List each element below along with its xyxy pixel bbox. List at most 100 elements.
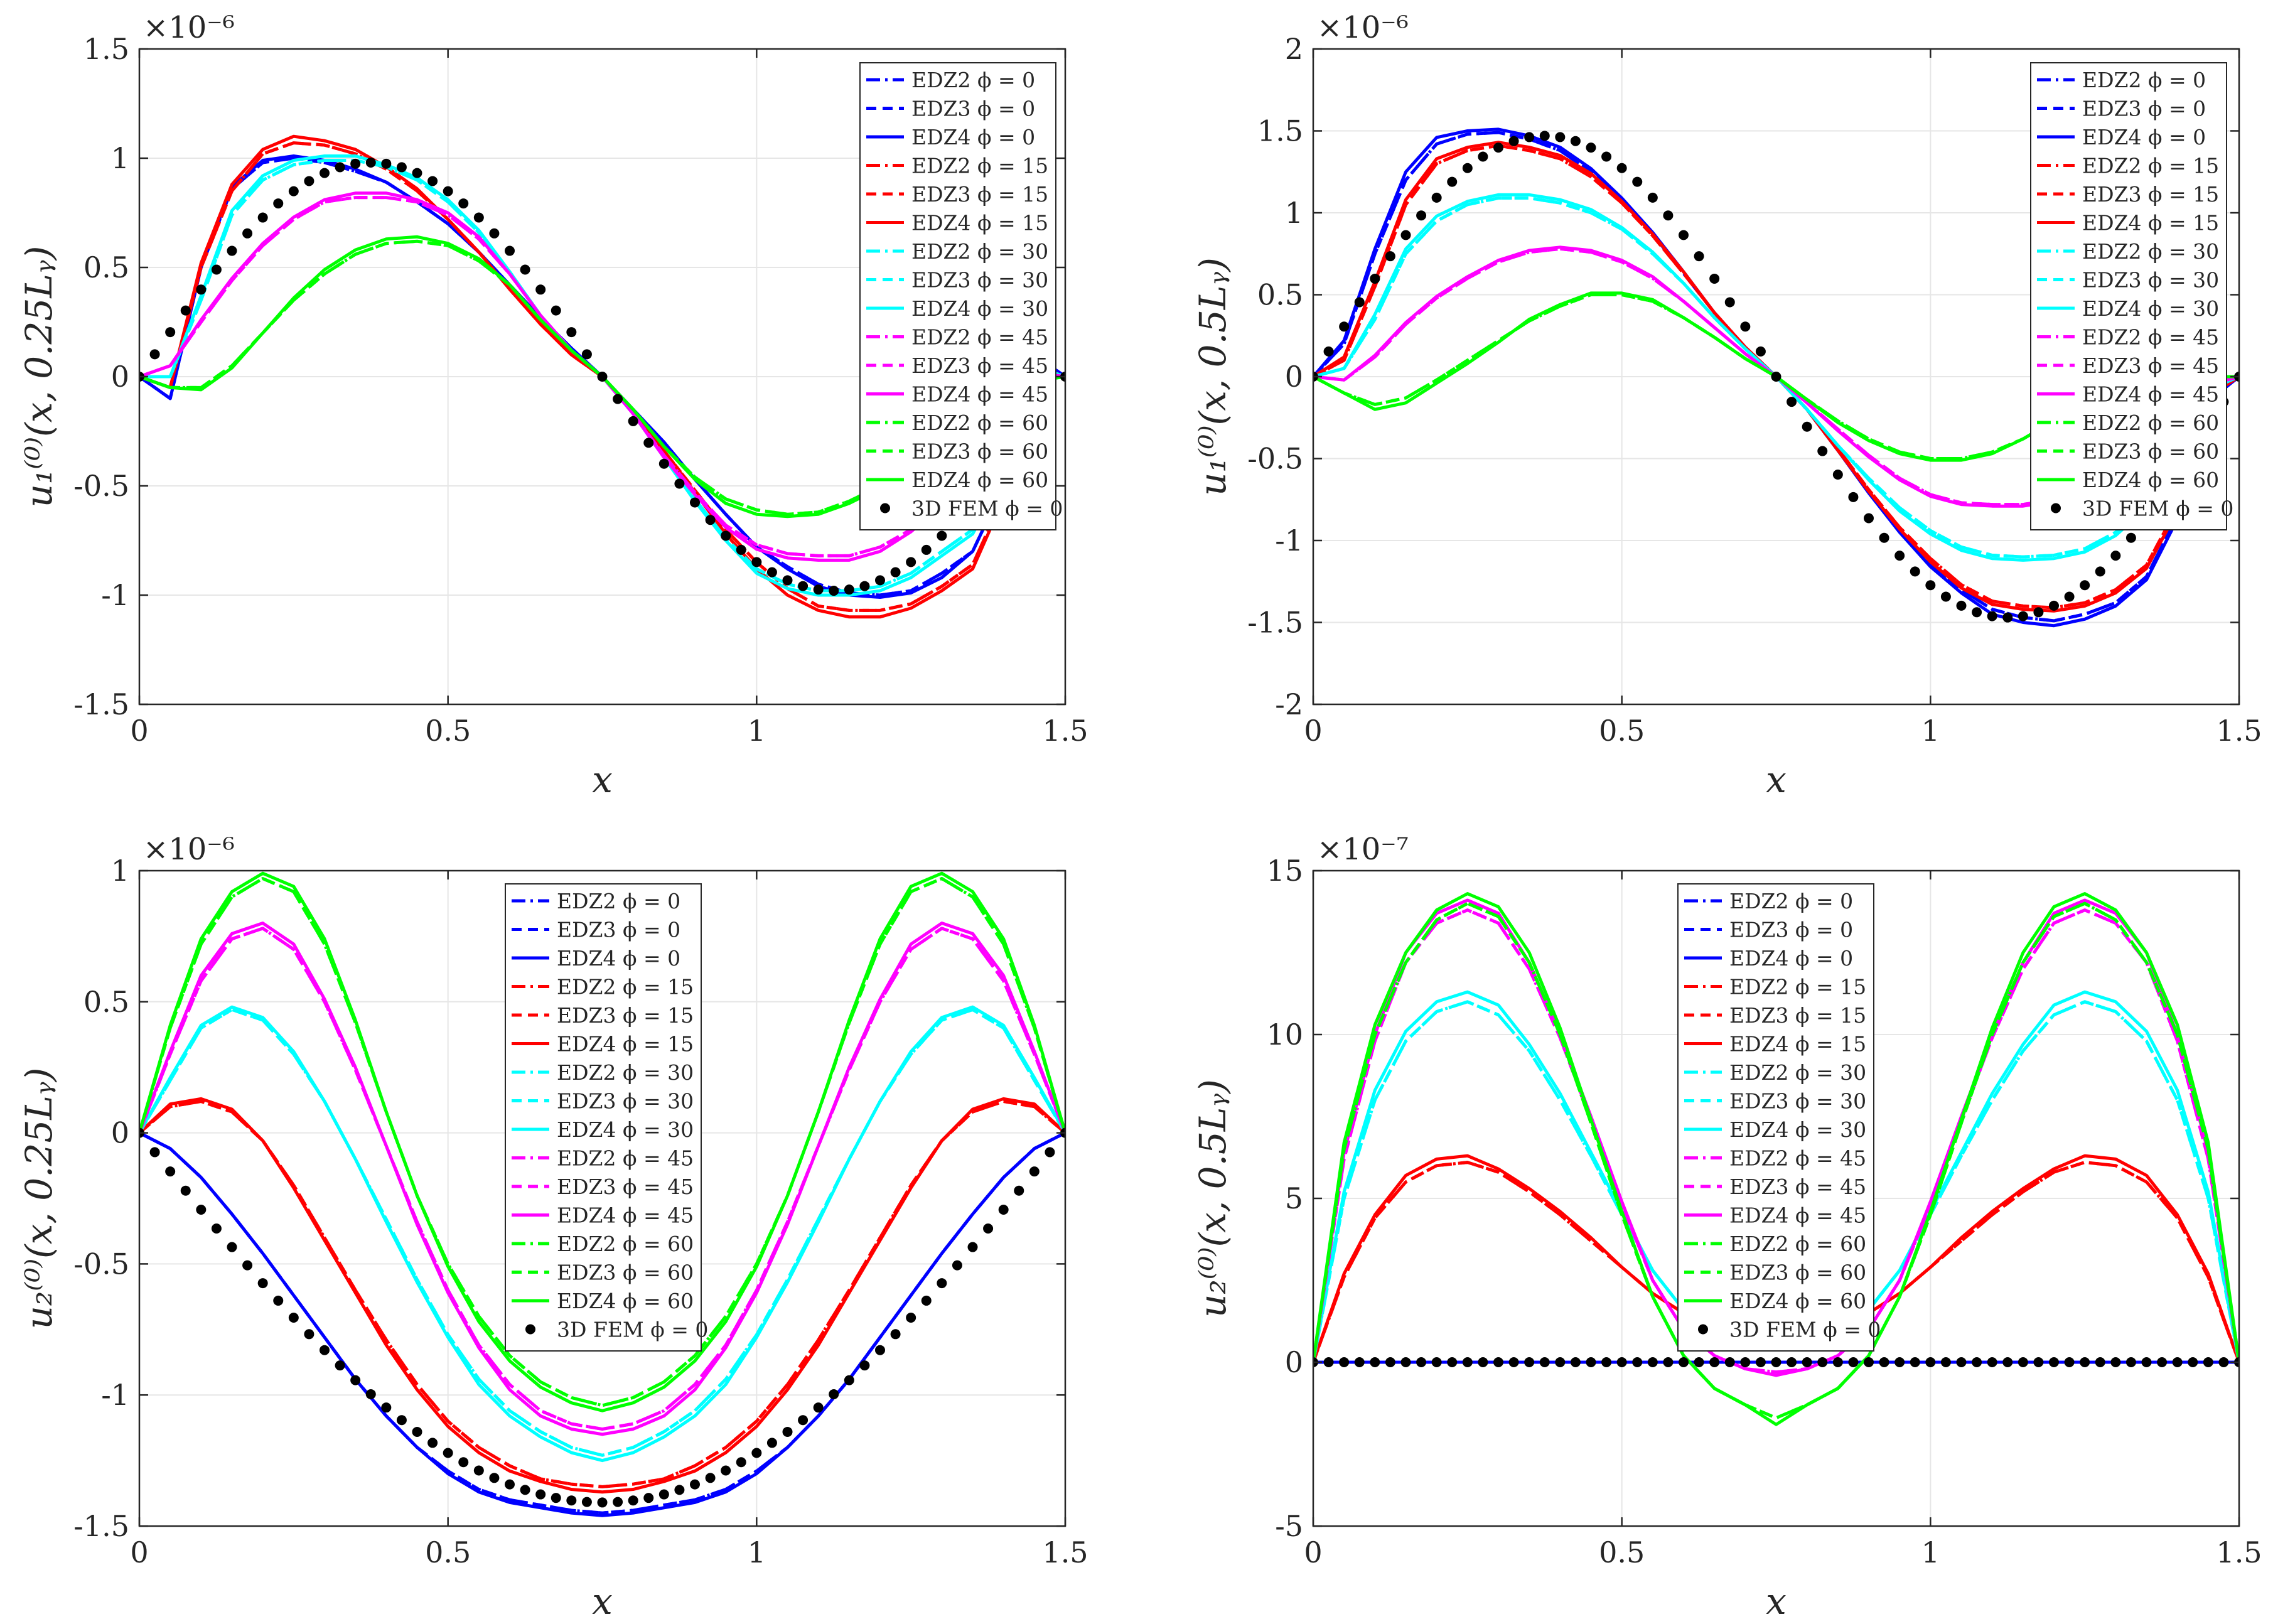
legend-label: EDZ2 ϕ = 60: [2082, 411, 2219, 435]
fem-marker: [1802, 421, 1812, 432]
legend-label: EDZ3 ϕ = 15: [911, 182, 1048, 207]
fem-marker: [782, 1426, 793, 1437]
fem-marker: [890, 567, 901, 578]
fem-marker: [1940, 1357, 1951, 1367]
fem-marker: [998, 1205, 1009, 1215]
legend-label: EDZ4 ϕ = 30: [911, 296, 1048, 321]
fem-marker: [2125, 532, 2136, 543]
series-line-6: [139, 1097, 1065, 1494]
legend-label: EDZ2 ϕ = 45: [557, 1146, 694, 1171]
x-tick-label: 1: [1921, 1535, 1940, 1569]
fem-marker: [1045, 1147, 1055, 1158]
fem-marker: [304, 1329, 314, 1340]
fem-marker: [690, 1479, 700, 1490]
fem-marker: [2033, 607, 2044, 618]
fem-marker: [1601, 151, 1612, 162]
fem-marker: [535, 1489, 546, 1500]
fem-marker: [2203, 1357, 2213, 1367]
legend-label: EDZ2 ϕ = 60: [1729, 1232, 1866, 1256]
legend-label: EDZ4 ϕ = 30: [557, 1117, 694, 1142]
fem-marker: [165, 1166, 176, 1177]
fem-marker: [335, 1360, 345, 1371]
fem-marker: [227, 245, 237, 256]
fem-marker: [1972, 607, 1982, 618]
legend-label: EDZ2 ϕ = 0: [2082, 68, 2206, 92]
fem-marker: [613, 394, 623, 404]
fem-marker: [1679, 1357, 1689, 1367]
fem-marker: [320, 1345, 330, 1355]
fem-marker: [890, 1329, 901, 1340]
legend-label: EDZ2 ϕ = 15: [911, 154, 1048, 178]
series-line-12: [139, 922, 1065, 1436]
fem-marker: [396, 1415, 407, 1426]
x-tick-label: 1.5: [1042, 714, 1088, 748]
fem-marker: [2018, 1357, 2028, 1367]
fem-marker: [1370, 273, 1380, 284]
fem-marker: [2110, 551, 2121, 561]
fem-marker: [288, 186, 299, 196]
fem-marker: [1400, 230, 1411, 240]
fem-marker: [566, 327, 577, 338]
fem-marker: [1740, 321, 1751, 332]
legend-label: EDZ3 ϕ = 60: [2082, 439, 2219, 464]
series-line-8: [139, 158, 1065, 593]
fem-marker: [180, 305, 191, 316]
fem-marker: [1447, 1357, 1458, 1367]
legend-label: EDZ3 ϕ = 30: [557, 1089, 694, 1114]
y-tick-label: 0: [111, 360, 129, 394]
legend-label: EDZ2 ϕ = 15: [557, 975, 694, 999]
axes-box: [138, 869, 1067, 1527]
fem-marker: [1539, 131, 1550, 141]
series-line-14: [1313, 293, 2239, 460]
y-tick-label: 0.5: [83, 250, 129, 284]
fem-marker: [365, 1389, 376, 1399]
fem-marker: [473, 1465, 484, 1476]
fem-marker: [2141, 1357, 2152, 1367]
exponent-label: ×10⁻⁷: [1317, 832, 1409, 867]
fem-marker: [705, 515, 716, 525]
legend-label: EDZ3 ϕ = 15: [1729, 1003, 1866, 1028]
legend-label: EDZ4 ϕ = 45: [557, 1203, 694, 1228]
legend-label: EDZ3 ϕ = 60: [557, 1261, 694, 1285]
fem-marker: [1755, 1357, 1766, 1367]
exponent-label: ×10⁻⁶: [1317, 10, 1409, 45]
fem-marker: [1879, 532, 1889, 543]
fem-marker: [520, 1485, 530, 1495]
x-tick-label: 1.5: [2216, 714, 2262, 748]
fem-marker: [566, 1495, 577, 1506]
fem-marker: [1987, 1357, 1997, 1367]
fem-marker: [1462, 163, 1473, 173]
chart-p2: 0 0.5 1 1.5 -2 -1.5 -1 -0.5 0 0.5 1 1.5 2 ×10⁻⁶ x u₁⁽⁰⁾…: [1191, 10, 2262, 801]
fem-marker: [257, 1278, 268, 1289]
fem-marker: [1385, 251, 1395, 262]
fem-marker: [304, 176, 314, 186]
legend-label: EDZ3 ϕ = 15: [557, 1003, 694, 1028]
y-axis-label: u₂⁽⁰⁾(x, 0.5Lᵧ): [1191, 1079, 1234, 1318]
fem-marker: [320, 168, 330, 178]
legend-label: EDZ2 ϕ = 15: [1729, 975, 1866, 999]
y-tick-label: 15: [1266, 854, 1303, 888]
fem-marker: [674, 1485, 685, 1495]
fem-marker: [505, 1479, 515, 1490]
fem-marker: [613, 1497, 623, 1507]
fem-marker: [859, 581, 870, 591]
fem-marker: [1848, 492, 1859, 502]
legend-label: EDZ4 ϕ = 15: [557, 1032, 694, 1057]
y-tick-label: -1.5: [73, 687, 129, 721]
fem-marker: [1771, 1357, 1781, 1367]
legend-label: EDZ2 ϕ = 0: [1729, 889, 1853, 913]
fem-marker: [921, 1295, 932, 1306]
fem-marker: [1647, 192, 1658, 203]
legend-label: EDZ2 ϕ = 45: [911, 325, 1048, 350]
fem-marker: [149, 1147, 160, 1158]
fem-marker: [875, 1345, 885, 1355]
y-tick-label: -1: [101, 578, 129, 612]
fem-marker: [149, 349, 160, 360]
fem-marker: [1029, 1166, 1040, 1177]
fem-marker: [1724, 1357, 1735, 1367]
fem-marker: [520, 264, 530, 275]
y-tick-label: 0: [1285, 1345, 1303, 1379]
fem-marker: [906, 557, 916, 567]
legend-label: EDZ3 ϕ = 45: [557, 1175, 694, 1199]
